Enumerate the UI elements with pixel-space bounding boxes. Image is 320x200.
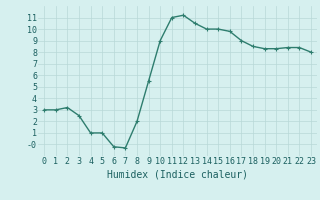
X-axis label: Humidex (Indice chaleur): Humidex (Indice chaleur): [107, 169, 248, 179]
